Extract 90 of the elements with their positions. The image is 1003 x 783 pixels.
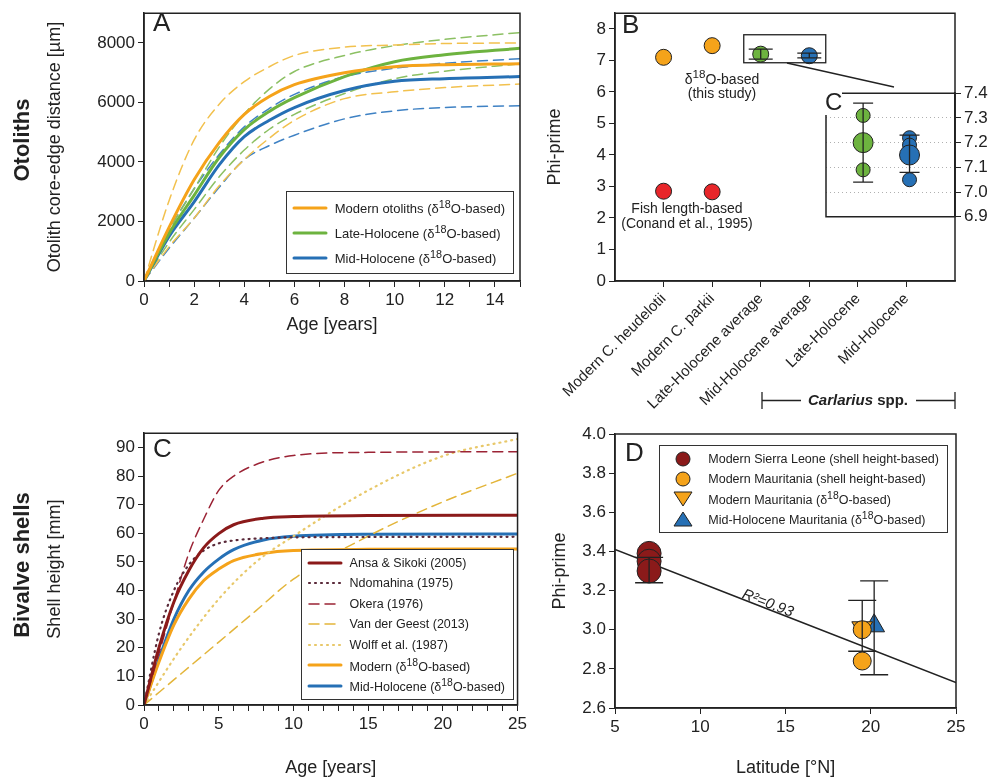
legend-label: Modern (δ$^{18}$O-based) [349,656,471,674]
annotation: B [622,9,640,39]
y-tick-label: 7.0 [964,181,988,201]
annotation: D [625,437,644,467]
y-tick-label: 7.3 [964,107,988,127]
y-tick-label: 3.4 [582,541,606,561]
y-tick-label: 0 [125,270,135,290]
y-tick-label: 7.4 [964,82,988,102]
y-tick-label: 2.8 [582,658,606,678]
y-tick-label: 3.0 [582,619,606,639]
legend-label: Okera (1976) [349,596,424,611]
x-tick-label: 0 [139,713,149,733]
legend-label: Mid-Holocene (δ$^{18}$O-based) [334,248,497,267]
x-axis-title: Age [years] [285,757,377,778]
y-tick-label: 0 [596,270,606,290]
y-tick-label: 10 [116,666,135,686]
text: Bivalve shells [8,492,35,638]
y-axis-title: Phi-prime [548,532,569,610]
x-tick-label: 10 [283,713,303,733]
x-tick-label: 10 [385,289,405,309]
y-tick-label: 30 [116,608,135,628]
legend-label: Modern Mauritania (shell height-based) [708,472,926,486]
text: Otoliths [8,98,35,182]
x-tick-label: 5 [213,713,224,733]
y-tick-label: 90 [116,437,135,457]
annotation: (this study) [687,85,757,102]
text: Carlarius spp. [807,390,909,408]
x-tick-label: 15 [358,713,378,733]
y-tick-label: 4.0 [582,423,606,443]
y-axis-title: Otolith core-edge distance [µm] [43,21,64,273]
y-tick-label: 5 [596,113,606,133]
legend-label: Ndomahina (1975) [349,576,454,591]
x-tick-label: 15 [776,716,795,736]
legend-label: Ansa & Sikoki (2005) [349,555,467,570]
legend-label: Modern otoliths (δ$^{18}$O-based) [334,198,505,217]
y-tick-label: 4000 [97,151,135,171]
x-tick-label: 25 [508,713,528,733]
x-tick-label: 20 [861,716,881,736]
y-tick-label: 3.2 [582,580,606,600]
y-tick-label: 2000 [97,211,135,231]
legend-label: Mid-Holocene Mauritania (δ$^{18}$O-based) [708,510,926,528]
y-tick-label: 7.2 [964,132,988,152]
x-tick-label: 0 [139,289,149,309]
x-tick-label: 20 [433,713,453,733]
legend-label: Modern Sierra Leone (shell height-based) [708,452,939,466]
x-axis-title: Age [years] [286,314,378,335]
y-tick-label: 1 [596,239,606,259]
legend-label: Late-Holocene (δ$^{18}$O-based) [334,223,501,242]
y-tick-label: 7.1 [964,157,988,177]
annotation: Fish length-based [631,200,743,217]
y-tick-label: 0 [125,694,135,714]
y-tick-label: 8 [596,18,606,38]
legend-label: Mid-Holocene (δ$^{18}$O-based) [349,677,505,695]
annotation: (Conand et al., 1995) [621,215,753,232]
y-tick-label: 70 [116,494,135,514]
legend-label: Wolff et al. (1987) [349,637,448,652]
y-tick-label: 20 [116,637,135,657]
y-tick-label: 4 [596,144,606,164]
y-axis-title: Shell height [mm] [43,499,64,639]
x-axis-title: Latitude [°N] [735,757,836,778]
y-tick-label: 60 [116,523,135,543]
x-tick-label: 14 [485,289,505,309]
y-tick-label: 6.9 [964,206,988,226]
annotation: C [825,88,843,116]
y-tick-label: 3 [596,176,606,196]
y-tick-label: 6 [596,81,606,101]
legend-label: Van der Geest (2013) [349,617,469,632]
annotation: δ$^{18}$O-based [684,67,760,88]
legend-label: Modern Mauritania (δ$^{18}$O-based) [708,490,891,508]
y-tick-label: 3.8 [582,462,606,482]
x-tick-label: 5 [610,716,620,736]
y-tick-label: 3.6 [582,501,606,521]
y-axis-title: Phi-prime [543,108,564,186]
annotation: C [153,433,172,463]
annotation: A [153,7,171,37]
y-tick-label: 7 [596,50,606,70]
y-tick-label: 2 [596,207,606,227]
y-tick-label: 50 [116,551,135,571]
x-tick-label: 4 [239,289,249,309]
x-tick-label: 12 [435,289,455,309]
y-tick-label: 2.6 [582,697,606,717]
x-tick-label: 25 [946,716,966,736]
x-tick-label: 2 [189,289,199,309]
y-tick-label: 8000 [97,32,135,52]
y-tick-label: 40 [116,580,135,600]
x-tick-label: 8 [339,289,350,309]
y-tick-label: 80 [116,465,135,485]
y-tick-label: 6000 [97,92,135,112]
x-tick-label: 10 [690,716,710,736]
x-tick-label: 6 [289,289,300,309]
